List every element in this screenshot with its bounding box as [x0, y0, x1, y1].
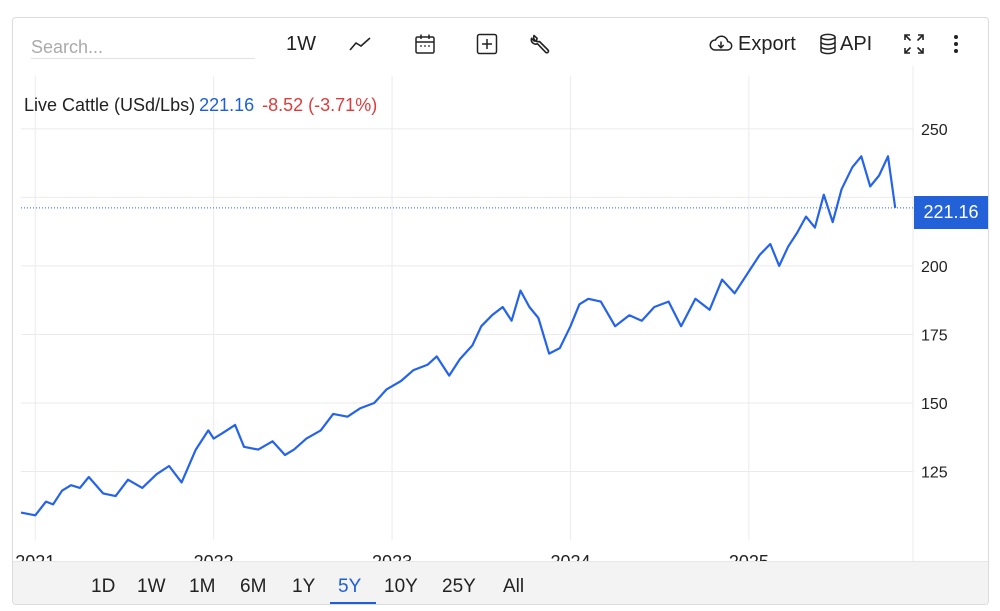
- active-range-underline: [330, 602, 376, 604]
- x-tick-label: 2025: [729, 552, 769, 561]
- line-chart-icon: [349, 35, 373, 53]
- api-button[interactable]: API: [819, 30, 872, 58]
- api-label: API: [840, 32, 873, 55]
- search-input[interactable]: [31, 36, 255, 59]
- cloud-download-icon: [708, 34, 734, 54]
- range-button-1w[interactable]: 1W: [137, 576, 166, 597]
- export-label: Export: [738, 32, 796, 55]
- y-tick-label: 125: [921, 464, 948, 481]
- database-icon: [819, 33, 837, 55]
- kebab-menu-icon: [951, 33, 961, 55]
- range-button-10y[interactable]: 10Y: [384, 576, 418, 597]
- chart-widget: 1W Export: [12, 17, 989, 605]
- chart-type-button[interactable]: [349, 30, 373, 58]
- wrench-icon: [529, 32, 553, 56]
- y-tick-label: 150: [921, 396, 948, 413]
- chart-grid: [21, 66, 914, 561]
- range-button-1m[interactable]: 1M: [189, 576, 216, 597]
- price-chart[interactable]: 125 150 175 200 250 2021 2022 2023 2024 2025: [13, 66, 988, 561]
- calendar-icon: [414, 33, 436, 55]
- chart-header: Live Cattle (USd/Lbs) 221.16 -8.52 (-3.71%…: [24, 95, 377, 116]
- x-axis: 2021 2022 2023 2024 2025: [15, 552, 769, 561]
- more-options-button[interactable]: [951, 30, 961, 58]
- interval-selector[interactable]: 1W: [286, 30, 316, 58]
- plus-square-icon: [476, 33, 498, 55]
- add-indicator-button[interactable]: [476, 30, 498, 58]
- x-tick-label: 2024: [550, 552, 590, 561]
- y-tick-label: 175: [921, 327, 948, 344]
- fullscreen-button[interactable]: [902, 30, 926, 58]
- range-button-all[interactable]: All: [503, 576, 525, 597]
- chart-toolbar: 1W Export: [13, 18, 988, 66]
- range-button-6m[interactable]: 6M: [240, 576, 267, 597]
- date-range-button[interactable]: [414, 30, 436, 58]
- last-price-tag: 221.16: [914, 196, 988, 229]
- range-button-25y[interactable]: 25Y: [442, 576, 476, 597]
- x-tick-label: 2022: [194, 552, 234, 561]
- y-tick-label: 200: [921, 259, 948, 276]
- x-tick-label: 2023: [372, 552, 412, 561]
- range-button-1y[interactable]: 1Y: [292, 576, 316, 597]
- series-line: [20, 155, 897, 517]
- y-axis: 125 150 175 200 250: [921, 122, 948, 482]
- range-selector: 1D 1W 1M 6M 1Y 5Y 10Y 25Y All: [13, 561, 988, 604]
- current-price: 221.16: [199, 95, 255, 115]
- export-button[interactable]: Export: [708, 30, 796, 58]
- chart-title: Live Cattle (USd/Lbs): [24, 95, 196, 115]
- interval-label: 1W: [286, 32, 316, 55]
- y-tick-label: 250: [921, 122, 948, 139]
- price-change: -8.52 (-3.71%): [262, 95, 378, 115]
- range-button-5y[interactable]: 5Y: [338, 576, 362, 597]
- range-button-1d[interactable]: 1D: [91, 576, 116, 597]
- x-tick-label: 2021: [15, 552, 55, 561]
- tools-button[interactable]: [529, 30, 553, 58]
- fullscreen-icon: [902, 32, 926, 56]
